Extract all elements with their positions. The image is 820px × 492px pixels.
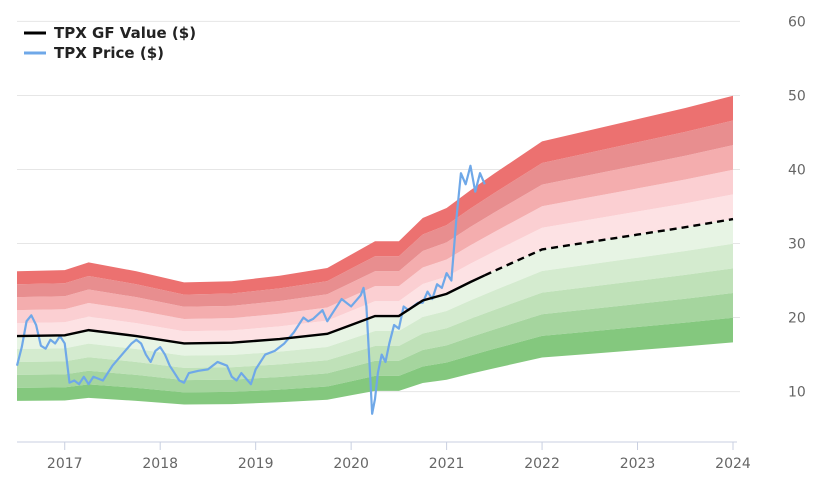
y-tick-label-10: 10 <box>788 385 806 401</box>
band-above-2 <box>17 169 733 332</box>
band-below-2 <box>17 243 733 368</box>
band-below-3 <box>17 268 733 381</box>
band-below-5 <box>17 317 733 405</box>
band-above-5 <box>17 95 733 295</box>
y-tick-label-50: 50 <box>788 88 806 104</box>
y-tick-label-60: 60 <box>788 14 806 30</box>
axes: 10 20 30 40 50 60 2017 2018 2019 2020 2021 2022 2023… <box>17 14 806 472</box>
band-below-4 <box>17 293 733 393</box>
gf-value-line <box>16 274 486 345</box>
band-below-1 <box>17 219 733 356</box>
x-tick-label-2019: 2019 <box>238 456 274 472</box>
x-tick-label-2017: 2017 <box>47 456 83 472</box>
band-above-4 <box>17 120 733 307</box>
x-tick-label-2023: 2023 <box>620 456 656 472</box>
gf-value-bands <box>17 95 733 405</box>
legend-price-label: TPX Price ($) <box>54 44 164 62</box>
gf-value-projection-line <box>484 217 734 277</box>
x-tick-label-2022: 2022 <box>524 456 560 472</box>
band-above-1 <box>17 194 733 344</box>
x-tick-label-2020: 2020 <box>333 456 369 472</box>
legend-gf-value-label: TPX GF Value ($) <box>54 24 196 42</box>
series <box>15 164 734 415</box>
x-tick-label-2018: 2018 <box>142 456 178 472</box>
band-above-3 <box>17 145 733 320</box>
x-tick-label-2024: 2024 <box>715 456 751 472</box>
y-tick-label-30: 30 <box>788 237 806 253</box>
x-tick-label-2021: 2021 <box>429 456 465 472</box>
legend: TPX GF Value ($) TPX Price ($) <box>24 24 196 62</box>
y-tick-label-20: 20 <box>788 311 806 327</box>
y-tick-label-40: 40 <box>788 162 806 178</box>
